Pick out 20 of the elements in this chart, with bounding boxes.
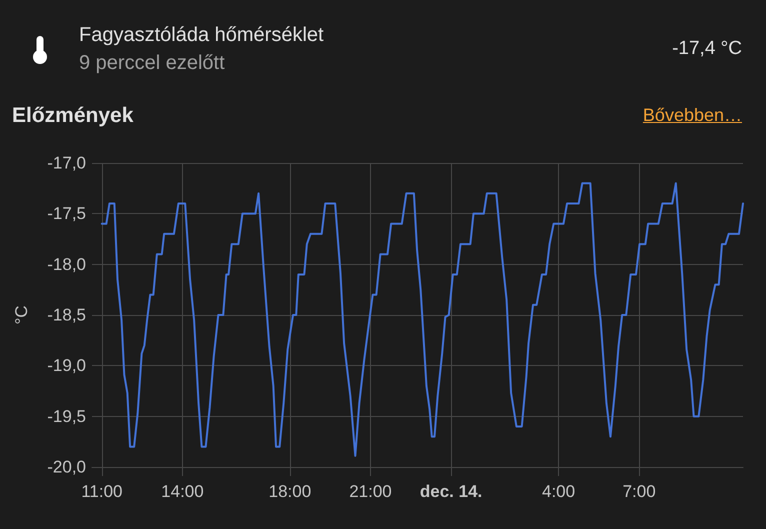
y-tick-label: -19,5 xyxy=(47,406,86,426)
text: Bővebben… xyxy=(642,105,742,127)
y-tick-label: -19,0 xyxy=(47,356,86,376)
x-tick-label: 11:00 xyxy=(81,482,122,501)
text: -17,4 °C xyxy=(672,38,742,61)
x-tick-label: 4:00 xyxy=(542,482,576,501)
y-tick-label: -17,0 xyxy=(47,154,86,172)
chart-title: Fagyasztóláda hőmérséklet xyxy=(79,23,324,47)
chart-subtitle: 9 perccel ezelőtt xyxy=(79,51,225,75)
y-tick-label: -18,5 xyxy=(47,306,86,324)
text: Előzmények xyxy=(12,103,134,128)
y-tick-label: -18,0 xyxy=(47,254,86,274)
y-tick-label: -17,5 xyxy=(47,204,86,224)
x-tick-label: 7:00 xyxy=(622,482,656,501)
y-axis-title: °C xyxy=(12,305,31,325)
x-tick-label: 18:00 xyxy=(268,482,312,501)
x-tick-label: dec. 14. xyxy=(420,482,482,501)
x-tick-label: 21:00 xyxy=(349,482,392,501)
y-tick-label: -20,0 xyxy=(47,458,86,476)
x-tick-label: 14:00 xyxy=(161,482,204,501)
